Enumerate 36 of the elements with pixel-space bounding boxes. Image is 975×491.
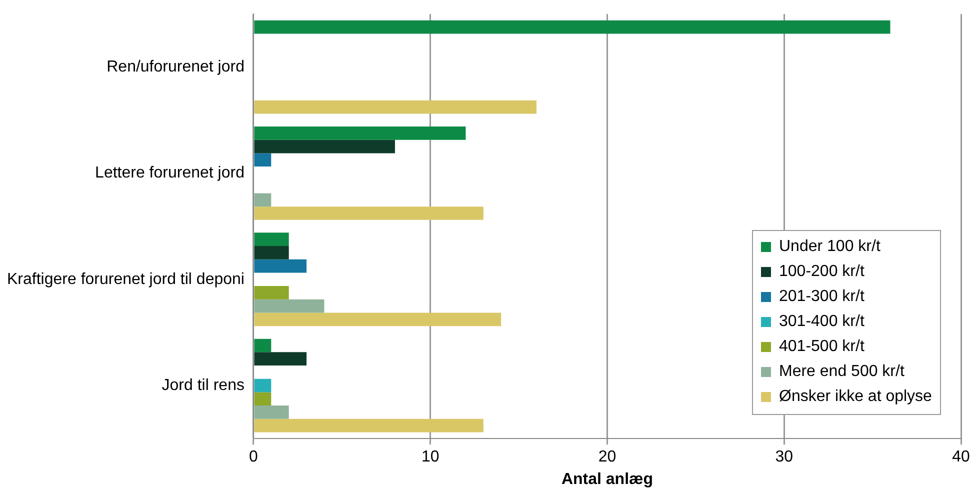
bar <box>254 392 272 406</box>
bar <box>254 20 890 34</box>
y-tick-label: Kraftigere forurenet jord til deponi <box>7 270 244 288</box>
x-axis-title: Antal anlæg <box>561 470 654 488</box>
bar <box>254 206 484 220</box>
bar <box>254 286 289 300</box>
bar <box>254 126 466 140</box>
legend-label: Mere end 500 kr/t <box>778 362 906 382</box>
bar <box>254 100 536 114</box>
x-tick-label: 20 <box>598 448 616 466</box>
bar <box>254 418 484 432</box>
bar <box>254 153 272 167</box>
legend-label: 401-500 kr/t <box>778 337 866 358</box>
x-tick-label: 0 <box>249 448 258 466</box>
y-tick-label: Lettere forurenet jord <box>95 164 244 182</box>
bar <box>254 259 307 273</box>
bar <box>254 312 502 326</box>
legend-label: 201-300 kr/t <box>778 287 866 308</box>
bar <box>254 193 272 207</box>
x-tick-label: 40 <box>952 448 970 466</box>
bar <box>254 406 289 419</box>
bar <box>254 140 395 154</box>
bar <box>254 299 324 313</box>
legend-label: 301-400 kr/t <box>778 312 866 332</box>
legend-label: Under 100 kr/t <box>778 237 882 258</box>
x-tick-label: 30 <box>775 448 794 466</box>
bar <box>254 352 307 366</box>
y-tick-label: Ren/uforurenet jord <box>106 58 244 76</box>
bar <box>254 338 272 352</box>
legend-label: 100-200 kr/t <box>778 262 866 282</box>
y-tick-label: Jord til rens <box>162 376 244 394</box>
bar <box>254 246 289 260</box>
bar <box>254 378 272 392</box>
legend-label: Ønsker ikke at oplyse <box>778 387 932 408</box>
bar <box>254 232 289 246</box>
x-tick-label: 10 <box>421 448 440 466</box>
